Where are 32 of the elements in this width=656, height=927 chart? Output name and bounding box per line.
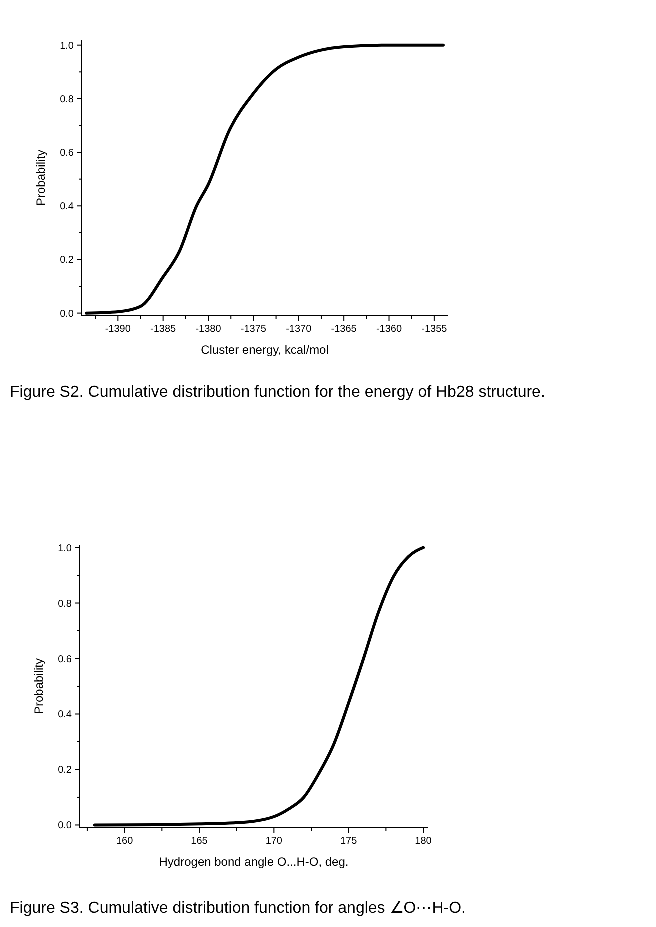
y-tick-label: 0.4	[60, 202, 74, 213]
x-tick-label: 170	[266, 836, 283, 847]
x-tick-label: -1360	[376, 324, 402, 335]
text: Figure S2. Cumulative distribution function for the energy of Hb28 structure.	[10, 384, 546, 401]
x-axis-title: Cluster energy, kcal/mol	[201, 343, 329, 357]
y-tick-label: 0.2	[60, 255, 74, 266]
x-tick-label: -1375	[240, 324, 267, 335]
x-tick-label: -1365	[331, 324, 358, 335]
x-tick-label: 160	[116, 836, 134, 847]
x-tick-label: -1385	[150, 324, 177, 335]
text: Figure S3. Cumulative distribution function for angles ∠O⋯H-O.	[10, 900, 466, 917]
x-tick-label: -1355	[422, 324, 448, 335]
y-tick-label: 0.6	[60, 148, 74, 160]
y-tick-label: 0.6	[58, 654, 72, 666]
x-tick-label: 175	[340, 836, 358, 847]
y-tick-label: 1.0	[58, 543, 72, 554]
y-axis-title: Probability	[32, 658, 46, 715]
x-tick-label: -1370	[286, 324, 312, 335]
y-tick-label: 0.0	[58, 820, 72, 832]
y-tick-label: 0.2	[58, 765, 72, 776]
x-axis-title: Hydrogen bond angle O...H-O, deg.	[159, 855, 349, 869]
x-tick-label: -1380	[196, 324, 222, 335]
x-tick-label: -1390	[105, 324, 132, 335]
line-series	[85, 44, 445, 315]
y-tick-label: 0.8	[58, 598, 72, 610]
y-tick-label: 0.8	[60, 94, 74, 106]
y-tick-label: 1.0	[60, 40, 74, 52]
y-axis-title: Probability	[34, 150, 48, 206]
x-tick-label: 165	[191, 836, 208, 847]
x-tick-label: 180	[415, 836, 432, 847]
y-tick-label: 0.4	[58, 710, 72, 721]
y-tick-label: 0.0	[60, 308, 74, 320]
